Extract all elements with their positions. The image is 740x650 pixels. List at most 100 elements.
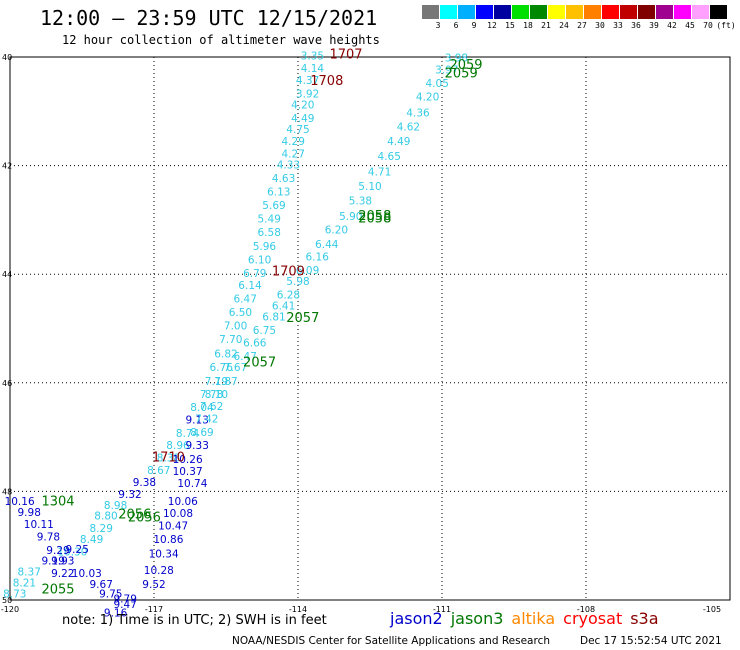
pass-number-label: 1304 bbox=[41, 495, 74, 510]
wave-height-label: 6.58 bbox=[258, 227, 281, 239]
wave-height-label: 4.37 bbox=[296, 75, 319, 87]
wave-height-label: 5.38 bbox=[349, 196, 372, 208]
wave-height-label: 8.38 bbox=[157, 453, 180, 465]
wave-height-label: 4.14 bbox=[301, 63, 325, 75]
legend-swatch bbox=[476, 5, 494, 19]
legend-label: 9 bbox=[471, 21, 477, 30]
legend-swatch bbox=[638, 5, 656, 19]
legend-label: 39 bbox=[649, 21, 659, 30]
legend-label: 6 bbox=[453, 21, 459, 30]
wave-height-label: 4.71 bbox=[368, 166, 391, 178]
pass-number-label: 2057 bbox=[286, 311, 319, 326]
mission-label: cryosat bbox=[563, 609, 623, 628]
wave-height-label: 6.44 bbox=[315, 239, 339, 251]
legend-swatch bbox=[422, 5, 440, 19]
pass-number-label: 1710 bbox=[152, 451, 185, 466]
wave-height-label: 3.98 bbox=[445, 52, 468, 64]
mission-label: jason2 bbox=[390, 609, 443, 628]
pass-number-label: 2056 bbox=[128, 510, 161, 525]
legend-swatch bbox=[530, 5, 548, 19]
legend-label: 70 bbox=[703, 21, 713, 30]
wave-height-label: 10.03 bbox=[72, 568, 102, 580]
map-frame bbox=[9, 56, 731, 601]
wave-height-label: 9.67 bbox=[90, 579, 113, 591]
pass-number-label: 2058 bbox=[358, 212, 391, 227]
legend-label: 27 bbox=[577, 21, 587, 30]
wave-height-label: 6.16 bbox=[306, 252, 330, 264]
wave-height-label: 3.92 bbox=[296, 89, 319, 101]
legend-label: 33 bbox=[613, 21, 623, 30]
legend-label: 36 bbox=[631, 21, 641, 30]
legend-labels: 3 6 9 12 15 18 21 24 27 30 33 36 39 42 45 70 (ft) bbox=[422, 19, 736, 31]
wave-height-label: 8.21 bbox=[13, 577, 36, 589]
wave-height-label: 5.49 bbox=[258, 214, 281, 226]
wave-height-label: 10.37 bbox=[173, 466, 203, 478]
wave-height-label: 9.33 bbox=[186, 440, 209, 452]
wave-height-label: 8.73 bbox=[3, 588, 26, 600]
lat-tick-label: 48 bbox=[2, 487, 12, 496]
wave-height-label: 9.78 bbox=[37, 531, 60, 543]
lon-tick-label: -108 bbox=[577, 605, 595, 614]
pass-number-label: 1708 bbox=[310, 74, 343, 89]
pass-number-label: 2055 bbox=[41, 582, 74, 597]
wave-height-label: 4.05 bbox=[426, 78, 449, 90]
page-title: 12:00 — 23:59 UTC 12/15/2021 bbox=[40, 6, 378, 30]
wave-height-label: 6.50 bbox=[229, 307, 252, 319]
wave-height-label: 9.13 bbox=[186, 415, 209, 427]
legend-swatch bbox=[656, 5, 674, 19]
wave-height-label: 6.75 bbox=[253, 325, 276, 337]
wave-height-label: 4.75 bbox=[286, 124, 309, 136]
wave-height-label: 6.41 bbox=[272, 300, 295, 312]
pass-labels: 1707170817091710205920592058205820572057… bbox=[41, 48, 482, 598]
wave-height-label: 6.10 bbox=[248, 254, 271, 266]
wave-height-label: 8.74 bbox=[176, 428, 200, 440]
wave-height-label: 9.79 bbox=[114, 594, 137, 606]
wave-height-label: 8.96 bbox=[166, 440, 190, 452]
lat-tick-label: 40 bbox=[2, 53, 12, 62]
pass-number-label: 2057 bbox=[243, 356, 276, 371]
legend-swatch bbox=[548, 5, 566, 19]
pass-number-label: 2056 bbox=[118, 508, 151, 523]
wave-height-label: 4.49 bbox=[387, 136, 410, 148]
credit-line: NOAA/NESDIS Center for Satellite Applica… bbox=[232, 635, 550, 647]
wave-height-label: 9.93 bbox=[51, 556, 74, 568]
legend-swatch bbox=[620, 5, 638, 19]
lat-tick-label: 46 bbox=[2, 379, 12, 388]
legend-label: 30 bbox=[595, 21, 605, 30]
wave-height-label: 9.75 bbox=[99, 588, 122, 600]
legend-swatch bbox=[584, 5, 602, 19]
wave-height-label: 4.20 bbox=[416, 91, 439, 103]
wave-height-label: 4.63 bbox=[272, 173, 295, 185]
wave-height-label: 8.49 bbox=[80, 534, 103, 546]
wave-height-label: 6.79 bbox=[243, 268, 266, 280]
map-ticks: 40 42 44 46 48 50-120 -117 -114 -111 -108 -105 bbox=[1, 53, 721, 614]
wave-height-label: 4.27 bbox=[282, 148, 305, 160]
wave-height-label: 6.47 bbox=[234, 351, 257, 363]
wave-height-label: 6.20 bbox=[325, 224, 348, 236]
wave-height-label: 9.38 bbox=[133, 477, 156, 489]
pass-number-label: 1709 bbox=[272, 264, 305, 279]
wave-height-label: 6.14 bbox=[238, 280, 262, 292]
wave-height-label: 5.98 bbox=[286, 276, 309, 288]
lon-tick-label: -114 bbox=[289, 605, 307, 614]
legend-label: 42 bbox=[667, 21, 677, 30]
lat-tick-label: 44 bbox=[2, 270, 12, 279]
wave-height-label: 7.19 bbox=[205, 376, 228, 388]
legend-swatch bbox=[512, 5, 530, 19]
lat-tick-label: 42 bbox=[2, 162, 12, 171]
wave-height-label: 10.28 bbox=[144, 565, 174, 577]
wave-height-label: 9.52 bbox=[142, 579, 165, 591]
wave-height-label: 8.10 bbox=[205, 389, 228, 401]
wave-height-label: 3.35 bbox=[301, 51, 324, 63]
wave-height-label: 6.82 bbox=[214, 348, 237, 360]
wave-height-label: 5.90 bbox=[339, 211, 362, 223]
legend-label: 15 bbox=[505, 21, 515, 30]
wave-height-label: 6.47 bbox=[234, 293, 257, 305]
pass-number-label: 2059 bbox=[445, 67, 478, 82]
pass-number-label: 1707 bbox=[329, 48, 362, 63]
wave-height-label: 10.34 bbox=[149, 549, 179, 561]
legend-label: 3 bbox=[435, 21, 441, 30]
wave-height-label: 9.32 bbox=[118, 489, 141, 501]
wave-height-label: 9.19 bbox=[42, 556, 65, 568]
wave-height-label: 3.97 bbox=[435, 64, 458, 76]
